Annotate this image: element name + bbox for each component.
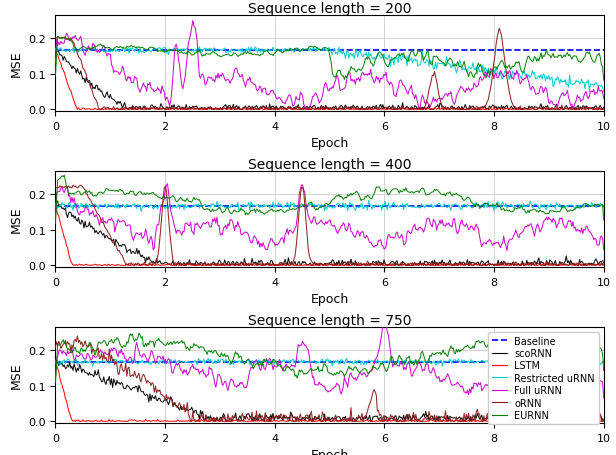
Y-axis label: MSE: MSE — [9, 362, 22, 389]
Title: Sequence length = 750: Sequence length = 750 — [248, 313, 411, 327]
Title: Sequence length = 200: Sequence length = 200 — [248, 2, 411, 16]
X-axis label: Epoch: Epoch — [310, 293, 349, 306]
X-axis label: Epoch: Epoch — [310, 448, 349, 455]
Legend: Baseline, scoRNN, LSTM, Restricted uRNN, Full uRNN, oRNN, EURNN: Baseline, scoRNN, LSTM, Restricted uRNN,… — [488, 332, 599, 424]
X-axis label: Epoch: Epoch — [310, 137, 349, 150]
Y-axis label: MSE: MSE — [9, 51, 22, 77]
Title: Sequence length = 400: Sequence length = 400 — [248, 157, 411, 172]
Y-axis label: MSE: MSE — [9, 206, 22, 233]
